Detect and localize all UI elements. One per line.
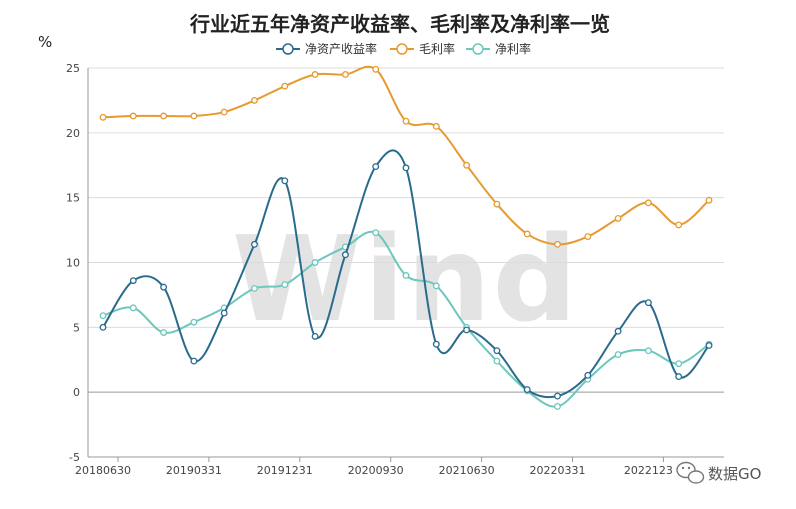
series-0 [99,149,713,400]
data-point[interactable] [432,122,440,130]
data-point[interactable] [251,284,258,292]
data-point[interactable] [341,71,349,78]
series-1 [99,65,713,248]
x-tick-label: 20210630 [439,464,495,477]
data-point[interactable] [584,371,592,379]
data-point[interactable] [614,351,622,359]
data-point[interactable] [251,240,258,248]
axes: 20180630 20190331 20191231 20200930 20210630… [75,68,724,477]
legend[interactable]: 净资产收益率 毛利率 净利率 [276,41,531,56]
legend-swatch-marker [282,43,294,55]
data-point[interactable] [402,164,410,172]
y-tick-label: 20 [66,127,80,140]
gridlines: -5 0 5 10 15 20 25 [66,62,724,464]
legend-item[interactable]: 净资产收益率 [276,41,377,56]
data-point[interactable] [311,259,319,266]
data-point[interactable] [99,312,107,320]
data-point[interactable] [614,327,622,335]
series-layer [99,65,713,410]
data-point[interactable] [160,283,168,291]
data-point[interactable] [220,108,228,116]
y-unit-label: % [38,33,52,51]
wechat-icon [676,461,705,484]
legend-label: 净利率 [495,41,531,56]
legend-swatch-marker [472,43,484,55]
data-point[interactable] [493,200,501,208]
x-tick-label: 20220331 [530,464,586,477]
data-point[interactable] [311,71,319,78]
data-point[interactable] [705,196,713,204]
data-point[interactable] [523,230,531,238]
legend-item[interactable]: 净利率 [466,41,531,56]
data-point[interactable] [372,163,380,170]
data-point[interactable] [220,309,228,317]
legend-label: 毛利率 [419,41,455,56]
data-point[interactable] [160,112,168,120]
data-point[interactable] [432,340,440,348]
x-tick-label: 20180630 [75,464,131,477]
data-point[interactable] [281,177,289,185]
data-point[interactable] [341,251,349,259]
data-point[interactable] [281,82,289,90]
legend-item[interactable]: 毛利率 [390,41,455,56]
data-point[interactable] [129,304,137,312]
data-point[interactable] [129,112,137,120]
data-point[interactable] [493,357,501,365]
data-point[interactable] [493,347,501,355]
data-point[interactable] [644,299,652,307]
brand-watermark: 数据GO [676,461,761,484]
series-line [102,149,710,399]
data-point[interactable] [190,357,198,365]
y-tick-label: 0 [73,386,80,399]
data-point[interactable] [99,113,107,121]
x-tick-label: 2022123 [624,464,673,477]
data-point[interactable] [129,277,137,285]
data-point[interactable] [554,240,561,248]
data-point[interactable] [372,229,380,237]
x-tick-label: 20190331 [166,464,222,477]
x-tick-label: 20191231 [257,464,313,477]
brand-label: 数据GO [708,465,761,483]
data-point[interactable] [584,233,592,241]
data-point[interactable] [644,199,652,207]
data-point[interactable] [523,386,531,394]
data-point[interactable] [190,112,198,120]
y-tick-label: 5 [73,321,80,334]
data-point[interactable] [432,282,440,290]
x-tick-label: 20200930 [348,464,404,477]
data-point[interactable] [281,281,289,288]
data-point[interactable] [190,318,198,326]
data-point[interactable] [675,221,683,229]
data-point[interactable] [675,360,683,368]
chart-title: 行业近五年净资产收益率、毛利率及净利率一览 [189,12,610,36]
y-tick-label: -5 [69,451,80,464]
watermark: Wind [232,210,579,348]
legend-swatch-marker [396,43,408,55]
data-point[interactable] [644,347,652,355]
legend-label: 净资产收益率 [305,41,377,56]
data-point[interactable] [554,392,561,400]
data-point[interactable] [99,323,107,331]
data-point[interactable] [402,272,410,279]
data-point[interactable] [463,161,471,169]
data-point[interactable] [705,342,713,349]
y-tick-label: 10 [66,257,80,270]
data-point[interactable] [675,373,683,381]
data-point[interactable] [251,96,258,104]
data-point[interactable] [372,65,380,73]
data-point[interactable] [463,326,471,334]
data-point[interactable] [402,117,410,125]
y-tick-label: 25 [66,62,80,75]
data-point[interactable] [311,332,319,340]
data-point[interactable] [160,329,168,336]
data-point[interactable] [554,402,561,410]
y-tick-label: 15 [66,192,80,205]
data-point[interactable] [614,214,622,222]
